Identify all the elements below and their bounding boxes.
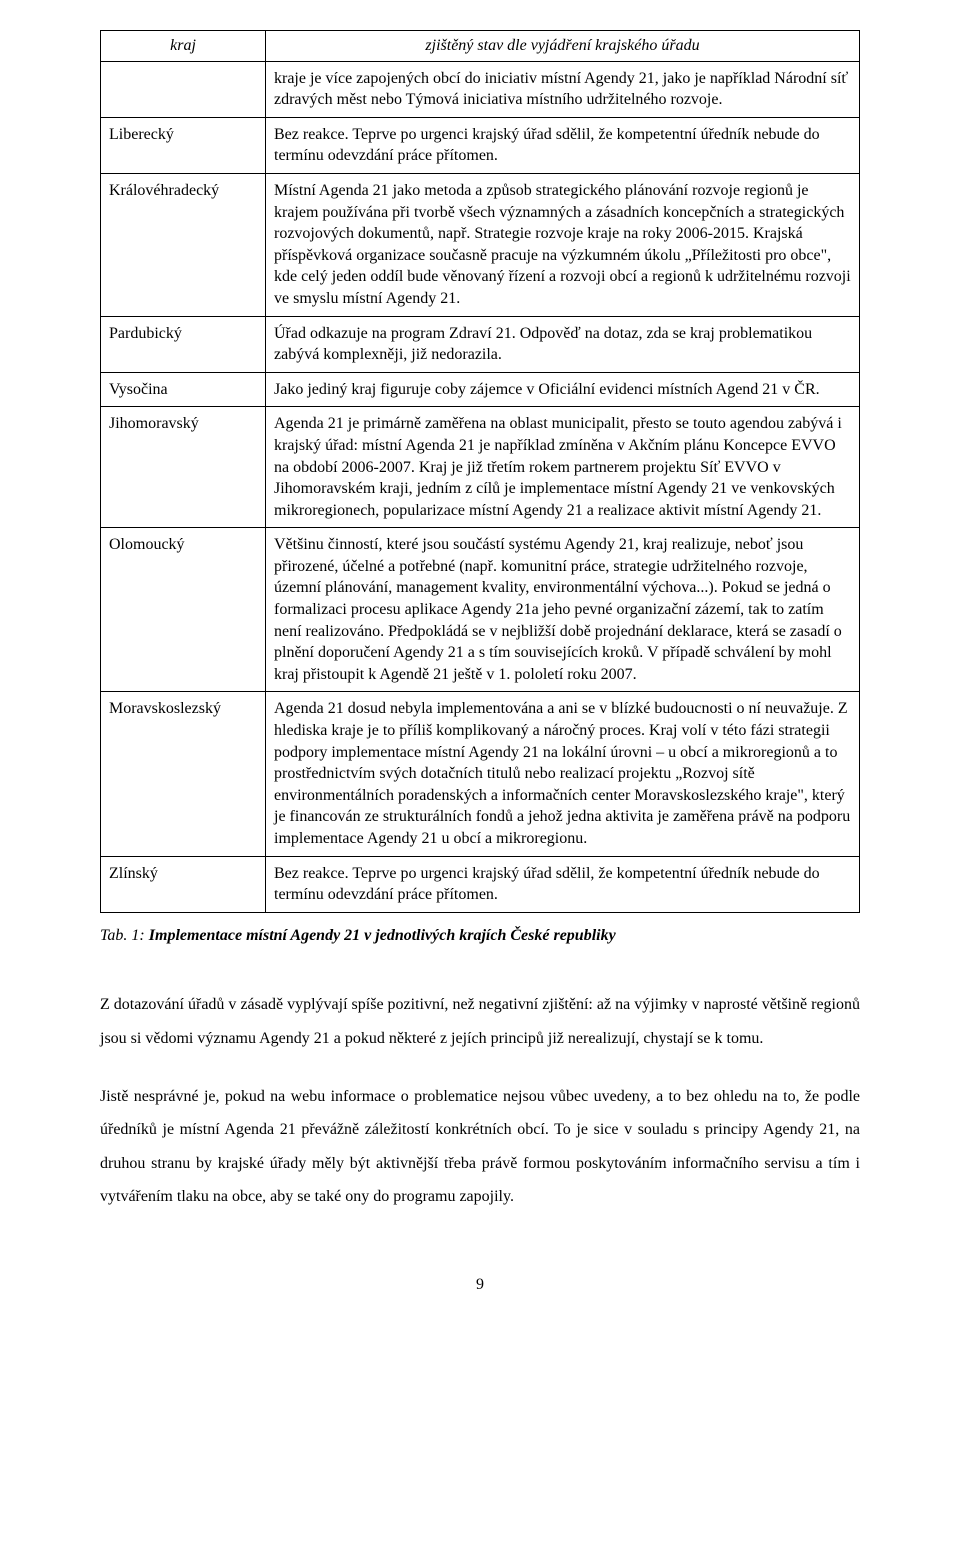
table-cell-state: Úřad odkazuje na program Zdraví 21. Odpo… (266, 316, 860, 372)
table-row: ZlínskýBez reakce. Teprve po urgenci kra… (101, 856, 860, 912)
table-row: OlomouckýVětšinu činností, které jsou so… (101, 528, 860, 692)
paragraph-2: Jistě nesprávné je, pokud na webu inform… (100, 1080, 860, 1214)
page: kraj zjištěný stav dle vyjádření krajské… (0, 0, 960, 1336)
table-row: VysočinaJako jediný kraj figuruje coby z… (101, 372, 860, 407)
table-cell-state: Agenda 21 je primárně zaměřena na oblast… (266, 407, 860, 528)
table-row: LibereckýBez reakce. Teprve po urgenci k… (101, 117, 860, 173)
table-cell-state: Agenda 21 dosud nebyla implementována a … (266, 692, 860, 856)
table-cell-state: Většinu činností, které jsou součástí sy… (266, 528, 860, 692)
table-cell-region: Zlínský (101, 856, 266, 912)
table-cell-region: Moravskoslezský (101, 692, 266, 856)
table-cell-continuation: kraje je více zapojených obcí do iniciat… (266, 61, 860, 117)
table-cell-state: Bez reakce. Teprve po urgenci krajský úř… (266, 117, 860, 173)
caption-title: Implementace místní Agendy 21 v jednotli… (149, 927, 616, 944)
table-cell-region: Vysočina (101, 372, 266, 407)
table-header-row: kraj zjištěný stav dle vyjádření krajské… (101, 31, 860, 62)
table-cell-region: Olomoucký (101, 528, 266, 692)
table-row-continuation: kraje je více zapojených obcí do iniciat… (101, 61, 860, 117)
table-cell-region: Jihomoravský (101, 407, 266, 528)
table-cell-region: Královéhradecký (101, 173, 266, 316)
table-cell-state: Místní Agenda 21 jako metoda a způsob st… (266, 173, 860, 316)
table-row: PardubickýÚřad odkazuje na program Zdrav… (101, 316, 860, 372)
table-cell-state: Bez reakce. Teprve po urgenci krajský úř… (266, 856, 860, 912)
table-row: KrálovéhradeckýMístní Agenda 21 jako met… (101, 173, 860, 316)
table-row: MoravskoslezskýAgenda 21 dosud nebyla im… (101, 692, 860, 856)
table-head-state: zjištěný stav dle vyjádření krajského úř… (266, 31, 860, 62)
table-cell-region: Liberecký (101, 117, 266, 173)
table-row: JihomoravskýAgenda 21 je primárně zaměře… (101, 407, 860, 528)
table-cell-state: Jako jediný kraj figuruje coby zájemce v… (266, 372, 860, 407)
paragraph-1: Z dotazování úřadů v zásadě vyplývají sp… (100, 988, 860, 1055)
table-cell-region: Pardubický (101, 316, 266, 372)
page-number: 9 (100, 1274, 860, 1296)
table-cell-empty (101, 61, 266, 117)
table-head-kraj: kraj (101, 31, 266, 62)
caption-label: Tab. 1: (100, 927, 149, 944)
regions-table: kraj zjištěný stav dle vyjádření krajské… (100, 30, 860, 913)
table-caption: Tab. 1: Implementace místní Agendy 21 v … (100, 925, 860, 947)
